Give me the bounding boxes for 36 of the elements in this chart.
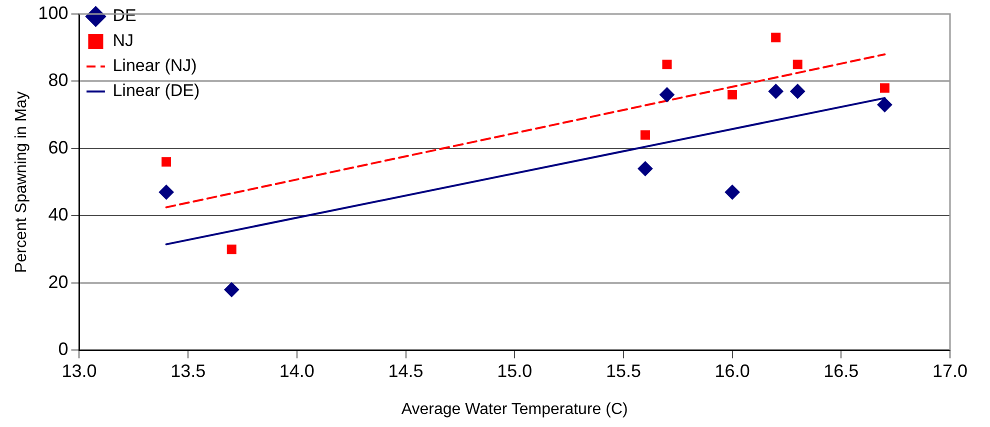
y-axis-title: Percent Spawning in May [13,91,30,273]
point [158,184,174,200]
y-tick-label: 60 [48,137,68,158]
point [728,90,738,100]
point [724,184,740,200]
point [640,130,650,140]
x-axis-title: Average Water Temperature (C) [401,400,628,418]
point [771,32,781,42]
point [226,244,236,254]
x-tick-label: 14.0 [279,360,314,381]
y-tick-label: 100 [38,2,68,23]
point [638,161,653,176]
legend-label: Linear (NJ) [112,56,197,76]
point [877,97,892,112]
y-tick-label: 80 [48,70,68,90]
point [790,84,806,99]
x-tick-label: 13.5 [170,360,206,381]
x-tick-label: 14.5 [388,360,424,381]
legend-label: Linear (DE) [112,81,200,100]
y-tick-label: 20 [48,272,68,292]
legend-label: NJ [112,31,134,50]
y-tick-label: 40 [48,204,68,225]
point [792,60,802,70]
point [224,282,240,298]
x-tick-label: 13.0 [62,360,97,381]
y-tick-label: 0 [58,339,68,360]
x-tick-label: 17.0 [932,360,968,381]
x-tick-label: 16.5 [824,360,859,381]
point [662,60,672,70]
point [660,87,674,102]
point [162,157,172,167]
x-tick-label: 15.5 [606,360,641,381]
x-tick-label: 15.0 [497,360,532,381]
point [768,84,784,99]
point [880,83,890,93]
x-tick-label: 16.0 [714,360,750,381]
